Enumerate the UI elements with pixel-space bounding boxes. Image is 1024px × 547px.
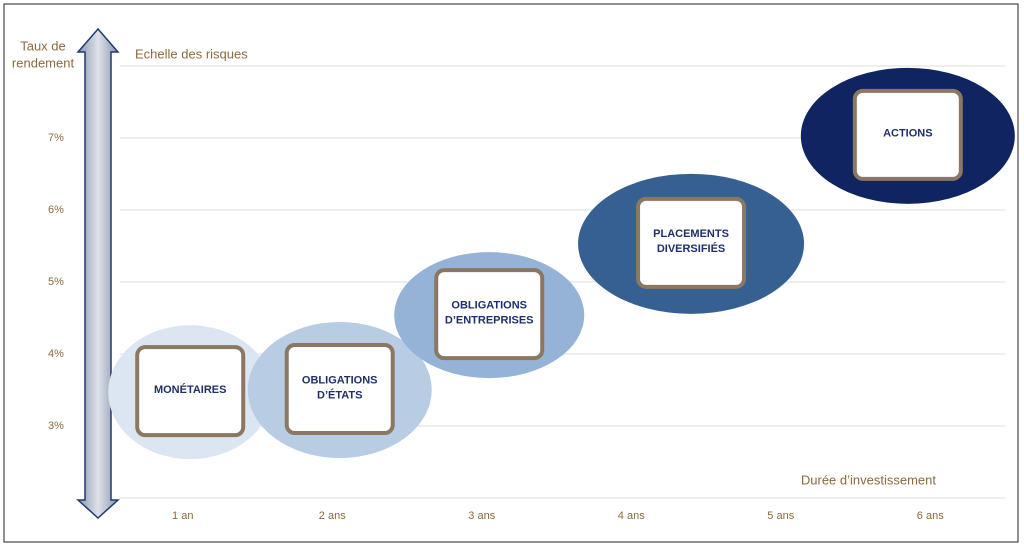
x-tick-label: 2 ans: [319, 510, 346, 522]
risk-arrow: [76, 27, 120, 520]
y-tick-label: 7%: [48, 132, 64, 144]
label-box: [852, 88, 963, 181]
y-axis-title: rendement: [12, 55, 75, 70]
bubble-label: MONÉTAIRES: [154, 383, 227, 396]
frame: [3, 3, 1019, 543]
x-axis-title: Durée d’investissement: [801, 472, 937, 487]
bubble-label: D’ÉTATS: [317, 388, 362, 401]
bubble-label: DIVERSIFIÉS: [657, 242, 725, 255]
y-tick-label: 5%: [48, 276, 64, 288]
label-box: [284, 343, 395, 435]
bubble-label: OBLIGATIONS: [302, 374, 378, 386]
x-tick-label: 1 an: [172, 510, 193, 522]
x-tick-label: 4 ans: [618, 510, 645, 522]
y-tick-label: 3%: [48, 420, 64, 432]
bubble-label: OBLIGATIONS: [451, 300, 527, 312]
label-box: [636, 196, 747, 289]
y-tick-label: 4%: [48, 348, 64, 360]
x-tick-label: 3 ans: [468, 510, 495, 522]
y-axis-title: Taux de: [20, 38, 66, 53]
bubble-label: ACTIONS: [883, 128, 933, 140]
y-tick-label: 6%: [48, 204, 64, 216]
arrow-label: Echelle des risques: [135, 46, 248, 61]
bubble-label: D’ENTREPRISES: [445, 315, 534, 327]
label-box: [434, 268, 545, 361]
label-box: [135, 345, 246, 438]
x-tick-label: 5 ans: [767, 510, 794, 522]
x-tick-label: 6 ans: [917, 510, 944, 522]
bubble-label: PLACEMENTS: [653, 228, 729, 240]
